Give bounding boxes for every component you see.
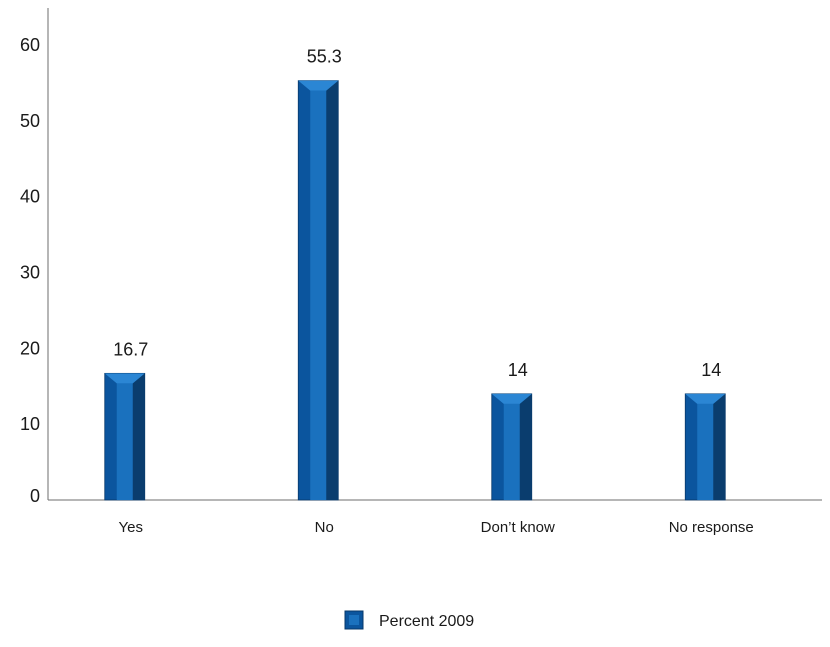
legend-swatch-inner bbox=[349, 615, 359, 625]
x-tick-label: Don’t know bbox=[481, 519, 555, 536]
y-tick-label: 10 bbox=[20, 414, 40, 434]
bar-side bbox=[713, 393, 726, 500]
bar bbox=[684, 393, 726, 501]
x-tick-label: Yes bbox=[119, 519, 143, 536]
y-tick-label: 20 bbox=[20, 338, 40, 358]
data-label: 55.3 bbox=[307, 47, 342, 67]
bar-top bbox=[491, 393, 532, 404]
legend-label: Percent 2009 bbox=[379, 613, 474, 630]
bar-top bbox=[104, 373, 145, 384]
y-tick-label: 0 bbox=[30, 486, 40, 506]
bar-side bbox=[132, 373, 145, 500]
x-tick-label: No response bbox=[669, 519, 754, 536]
bar-top bbox=[298, 80, 339, 91]
y-tick-label: 30 bbox=[20, 263, 40, 283]
data-label: 14 bbox=[701, 360, 721, 380]
data-label: 14 bbox=[508, 360, 528, 380]
data-label: 16.7 bbox=[113, 339, 148, 359]
y-tick-label: 40 bbox=[20, 187, 40, 207]
bar bbox=[297, 80, 339, 501]
bar-side bbox=[326, 80, 339, 501]
bar bbox=[104, 372, 146, 501]
bars bbox=[104, 80, 726, 501]
bar-top bbox=[685, 393, 726, 404]
y-tick-label: 50 bbox=[20, 111, 40, 131]
bar-side bbox=[519, 393, 532, 500]
legend: Percent 2009 bbox=[344, 610, 474, 630]
y-tick-label: 60 bbox=[20, 35, 40, 55]
x-tick-label: No bbox=[315, 519, 334, 536]
bar bbox=[491, 393, 533, 501]
labels: 16.7 Yes 55.3 No 14 Don’t know 14 No response bbox=[113, 47, 754, 536]
